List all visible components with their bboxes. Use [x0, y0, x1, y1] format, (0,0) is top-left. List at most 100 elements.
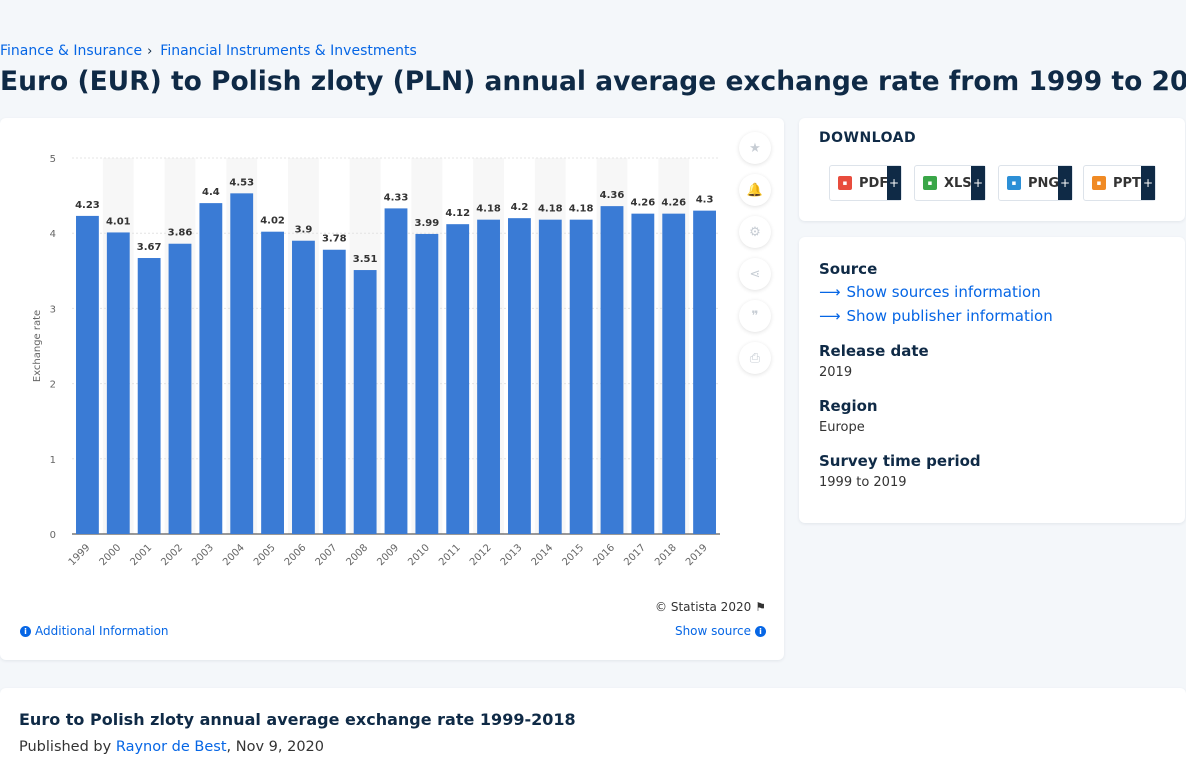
png-file-icon: ▪ [1007, 176, 1021, 190]
x-tick-label: 2013 [499, 542, 525, 568]
download-title: DOWNLOAD [819, 130, 917, 146]
x-tick-label: 2001 [128, 542, 154, 568]
bar-1999 [76, 215, 99, 534]
plus-icon: + [1058, 166, 1072, 200]
bar-value-label: 4.26 [631, 198, 656, 209]
additional-information-link[interactable]: i Additional Information [20, 624, 169, 638]
print-icon[interactable]: ⎙ [739, 342, 771, 374]
show-sources-link[interactable]: ⟶ Show sources information [819, 283, 1041, 301]
x-tick-label: 2010 [406, 542, 432, 568]
bar-value-label: 4.26 [661, 198, 686, 209]
bar-value-label: 3.67 [137, 242, 162, 253]
x-tick-label: 2007 [314, 542, 340, 568]
x-tick-label: 2005 [252, 542, 278, 568]
download-png-button[interactable]: ▪ PNG + [998, 165, 1073, 201]
show-publisher-label: Show publisher information [846, 307, 1053, 325]
statistic-info-card: Source ⟶ Show sources information ⟶ Show… [799, 237, 1185, 523]
x-tick-label: 2004 [221, 542, 247, 568]
bar-value-label: 4.53 [229, 177, 254, 188]
flag-icon[interactable]: ⚑ [755, 600, 766, 614]
bar-2000 [106, 232, 130, 534]
x-tick-label: 2008 [344, 542, 370, 568]
info-icon: i [20, 625, 31, 637]
source-label: Source [819, 260, 878, 278]
description-card: Euro to Polish zloty annual average exch… [0, 688, 1186, 760]
bar-2010 [415, 233, 439, 534]
download-png-label: PNG [1028, 175, 1060, 191]
bar-2016 [600, 206, 624, 534]
description-title: Euro to Polish zloty annual average exch… [19, 710, 576, 729]
show-publisher-link[interactable]: ⟶ Show publisher information [819, 307, 1053, 325]
bar-2015 [569, 219, 593, 534]
y-tick-label: 3 [50, 304, 56, 315]
bar-value-label: 3.9 [295, 225, 313, 236]
download-pdf-button[interactable]: ▪ PDF + [829, 165, 902, 201]
bar-value-label: 4.33 [384, 192, 409, 203]
y-tick-label: 4 [50, 229, 56, 240]
download-xls-button[interactable]: ▪ XLS + [914, 165, 986, 201]
bar-2006 [292, 240, 315, 534]
bar-2004 [230, 193, 254, 534]
chart-card: 0 1 2 3 4 5 Exchange rate 4.23 1999 4.01 2000 3.67 2… [0, 118, 784, 660]
copyright-notice: © Statista 2020 ⚑ [655, 600, 766, 614]
x-tick-label: 2009 [375, 542, 401, 568]
download-pdf-label: PDF [859, 175, 889, 191]
quote-icon[interactable]: ❞ [739, 300, 771, 332]
pdf-file-icon: ▪ [838, 176, 852, 190]
favorite-icon[interactable]: ★ [739, 132, 771, 164]
bar-value-label: 4.18 [538, 204, 563, 215]
bar-value-label: 4.18 [476, 204, 501, 215]
plus-icon: + [971, 166, 985, 200]
gear-icon[interactable]: ⚙ [739, 216, 771, 248]
bar-2003 [199, 203, 223, 534]
x-tick-label: 2000 [98, 542, 124, 568]
bar-2008 [353, 270, 377, 534]
copyright-text: © Statista 2020 [655, 600, 752, 614]
breadcrumb-item-finance[interactable]: Finance & Insurance [0, 43, 143, 59]
arrow-right-icon: ⟶ [819, 283, 841, 301]
show-source-label: Show source [674, 624, 751, 638]
x-tick-label: 2014 [530, 542, 556, 568]
plus-icon: + [887, 166, 901, 200]
top-bar [0, 0, 1186, 30]
bar-2005 [261, 231, 284, 535]
download-ppt-label: PPT [1113, 175, 1141, 191]
breadcrumb-separator-icon: › [147, 43, 153, 59]
x-tick-label: 2003 [190, 542, 216, 568]
y-axis-label: Exchange rate [32, 310, 43, 382]
x-tick-label: 2016 [591, 542, 617, 568]
bar-value-label: 4.01 [106, 216, 131, 227]
bar-2007 [322, 249, 346, 534]
region-value: Europe [819, 420, 865, 435]
published-prefix: Published by [19, 739, 116, 755]
published-date: , Nov 9, 2020 [226, 739, 325, 755]
bar-value-label: 4.2 [511, 202, 529, 213]
xls-file-icon: ▪ [923, 176, 937, 190]
bar-2013 [508, 218, 531, 534]
author-link[interactable]: Raynor de Best [115, 739, 227, 755]
bar-2018 [662, 213, 686, 534]
x-tick-label: 2012 [468, 542, 494, 568]
survey-period-label: Survey time period [819, 452, 981, 470]
bar-value-label: 3.86 [168, 228, 193, 239]
bar-2009 [384, 208, 408, 534]
bar-value-label: 4.12 [445, 208, 470, 219]
bell-icon[interactable]: 🔔 [739, 174, 771, 206]
bar-2014 [538, 219, 562, 534]
bar-value-label: 3.51 [353, 254, 378, 265]
breadcrumb-item-instruments[interactable]: Financial Instruments & Investments [160, 43, 417, 59]
show-source-link[interactable]: Show source i [675, 624, 766, 638]
bar-value-label: 4.18 [569, 204, 594, 215]
x-tick-label: 2006 [283, 542, 309, 568]
bar-value-label: 4.4 [202, 187, 220, 198]
share-icon[interactable]: ⋖ [739, 258, 771, 290]
ppt-file-icon: ▪ [1092, 176, 1106, 190]
x-tick-label: 1999 [67, 542, 93, 568]
download-ppt-button[interactable]: ▪ PPT + [1083, 165, 1156, 201]
bar-2012 [477, 219, 500, 534]
info-icon: i [755, 625, 766, 637]
release-date-label: Release date [819, 342, 929, 360]
bar-2017 [631, 213, 655, 534]
bar-value-label: 3.78 [322, 234, 347, 245]
survey-period-value: 1999 to 2019 [819, 475, 907, 490]
